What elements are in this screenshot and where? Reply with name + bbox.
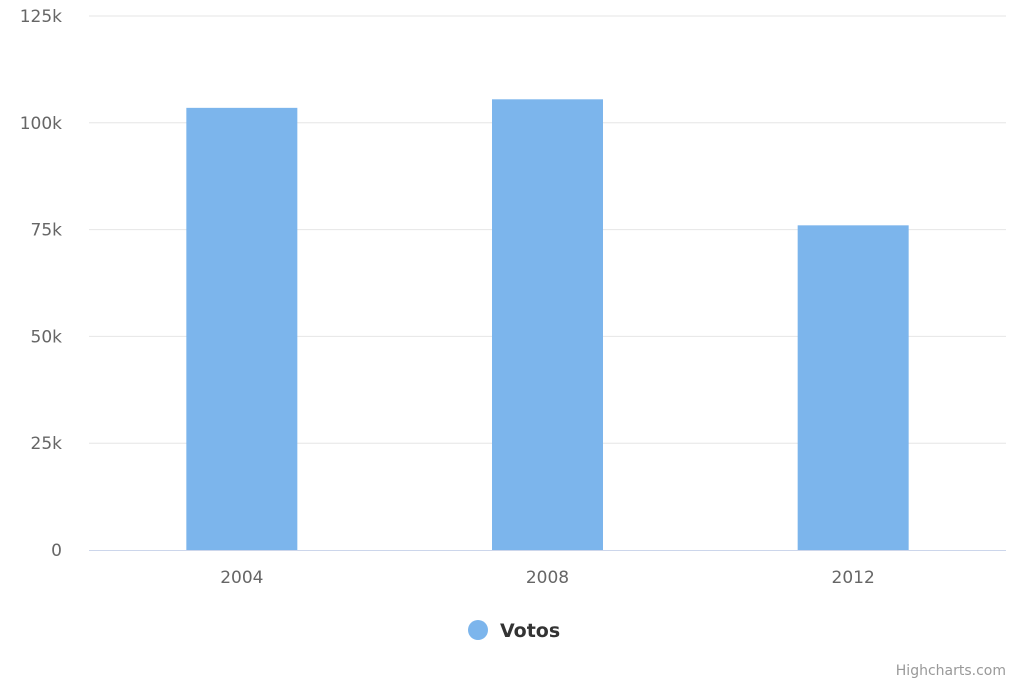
x-axis-tick-labels: 2004 2008 2012 (220, 568, 875, 588)
y-tick-label: 75k (31, 221, 63, 241)
credits-link[interactable]: Highcharts.com (896, 663, 1006, 679)
x-tick-label: 2012 (832, 568, 875, 588)
bar-2004[interactable] (186, 107, 298, 551)
y-tick-label: 125k (20, 7, 62, 27)
y-tick-label: 50k (31, 327, 63, 347)
bars (186, 99, 909, 551)
legend[interactable]: Votos (468, 620, 560, 642)
x-tick-label: 2008 (526, 568, 569, 588)
bar-2012[interactable] (797, 225, 909, 550)
y-tick-label: 0 (51, 541, 62, 561)
legend-marker-votos[interactable] (468, 620, 488, 640)
bar-2008[interactable] (492, 99, 603, 550)
x-tick-label: 2004 (220, 568, 263, 588)
y-tick-label: 100k (20, 114, 62, 134)
legend-label-votos[interactable]: Votos (500, 620, 560, 642)
y-axis-tick-labels: 0 25k 50k 75k 100k 125k (20, 7, 62, 561)
y-tick-label: 25k (31, 434, 63, 454)
